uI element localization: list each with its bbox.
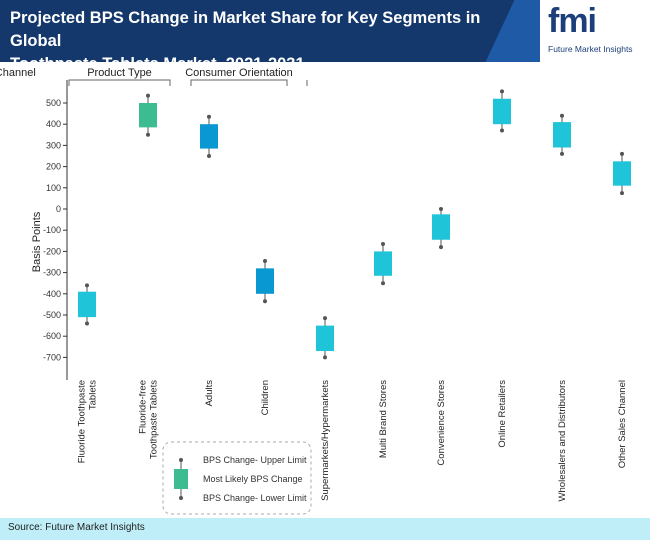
lower-limit-point [263,299,267,304]
y-tick-label: -600 [43,331,61,341]
upper-limit-point [439,207,443,211]
y-tick-label: 100 [46,183,61,193]
box-bar [613,161,631,186]
category-label: Convenience Stores [436,380,447,466]
lower-limit-point [500,128,504,133]
group-bracket [190,79,288,86]
source-note: Source: Future Market Insights [8,522,145,533]
group-label: Sales Channel [0,67,36,79]
box-bar [200,124,218,149]
upper-limit-point [381,241,385,246]
upper-limit-point [85,283,89,288]
category-label: Online Retailers [497,380,508,448]
box-bar [432,214,450,240]
lower-limit-point [207,154,211,158]
upper-limit-point [146,93,150,98]
legend-upper-label: BPS Change- Upper Limit [203,455,307,465]
lower-limit-point [85,321,89,326]
category-label: Wholesalers and Distributors [557,380,568,502]
upper-limit-point [323,316,327,321]
legend-lower-label: BPS Change- Lower Limit [203,493,307,503]
chart-title: Projected BPS Change in Market Share for… [10,7,530,62]
box-bar [553,122,571,148]
logo-tagline: Future Market Insights [548,44,633,54]
box-bar [374,251,392,276]
footer-bar: Source: Future Market Insights [0,518,650,540]
title-line-2: Toothpaste Tablets Market, 2021-2031 [10,53,530,62]
group-bracket [68,79,171,86]
upper-limit-point [620,151,624,156]
lower-limit-point [620,191,624,196]
y-tick-label: -200 [43,246,61,256]
lower-limit-point [439,245,443,250]
y-tick-label: -100 [43,225,61,235]
y-tick-label: -500 [43,310,61,320]
y-tick-label: 500 [46,98,61,108]
title-line-1: Projected BPS Change in Market Share for… [10,9,481,50]
legend-upper-point [179,458,183,462]
box-bar [316,325,334,352]
category-label: Fluoride Toothpaste [77,380,88,463]
lower-limit-point [323,355,327,360]
category-label: Children [260,380,271,415]
category-label: Multi Brand Stores [378,380,389,458]
group-label: Consumer Orientation [185,67,293,79]
category-label: Supermarkets/Hypermarkets [320,380,331,501]
y-tick-label: -400 [43,289,61,299]
logo-letters: fmi [548,2,597,40]
legend-lower-point [179,496,183,500]
header-banner: Projected BPS Change in Market Share for… [0,0,650,62]
y-tick-label: -700 [43,352,61,362]
lower-limit-point [146,132,150,137]
legend-box-swatch [174,469,188,489]
lower-limit-point [381,281,385,286]
legend-box [162,441,312,515]
upper-limit-point [263,258,267,263]
category-label: Other Sales Channel [617,380,628,468]
y-tick-label: -300 [43,268,61,278]
box-bar [139,103,157,128]
y-tick-label: 400 [46,119,61,129]
category-label: Tablets [88,380,99,410]
upper-limit-point [560,113,564,118]
box-bar [78,291,96,318]
upper-limit-point [207,114,211,119]
box-chart: 500 400 300 200 100 0 -100 -200 -300 -400 -500 -600… [0,67,631,515]
y-tick-label: 0 [56,204,61,214]
category-label: Toothpaste Tablets [149,380,160,459]
legend-mid-label: Most Likely BPS Change [203,474,303,484]
upper-limit-point [500,89,504,94]
category-label: Fluoride-free [138,380,149,434]
y-tick-label: 200 [46,162,61,172]
lower-limit-point [560,151,564,156]
box-bar [256,268,274,294]
fmi-logo: fmi Future Market Insights [540,0,650,62]
y-tick-label: 300 [46,140,61,150]
category-label: Adults [204,380,215,407]
box-bar [493,98,511,125]
group-label: Product Type [87,67,152,79]
y-axis-title: Basis Points [31,211,43,272]
